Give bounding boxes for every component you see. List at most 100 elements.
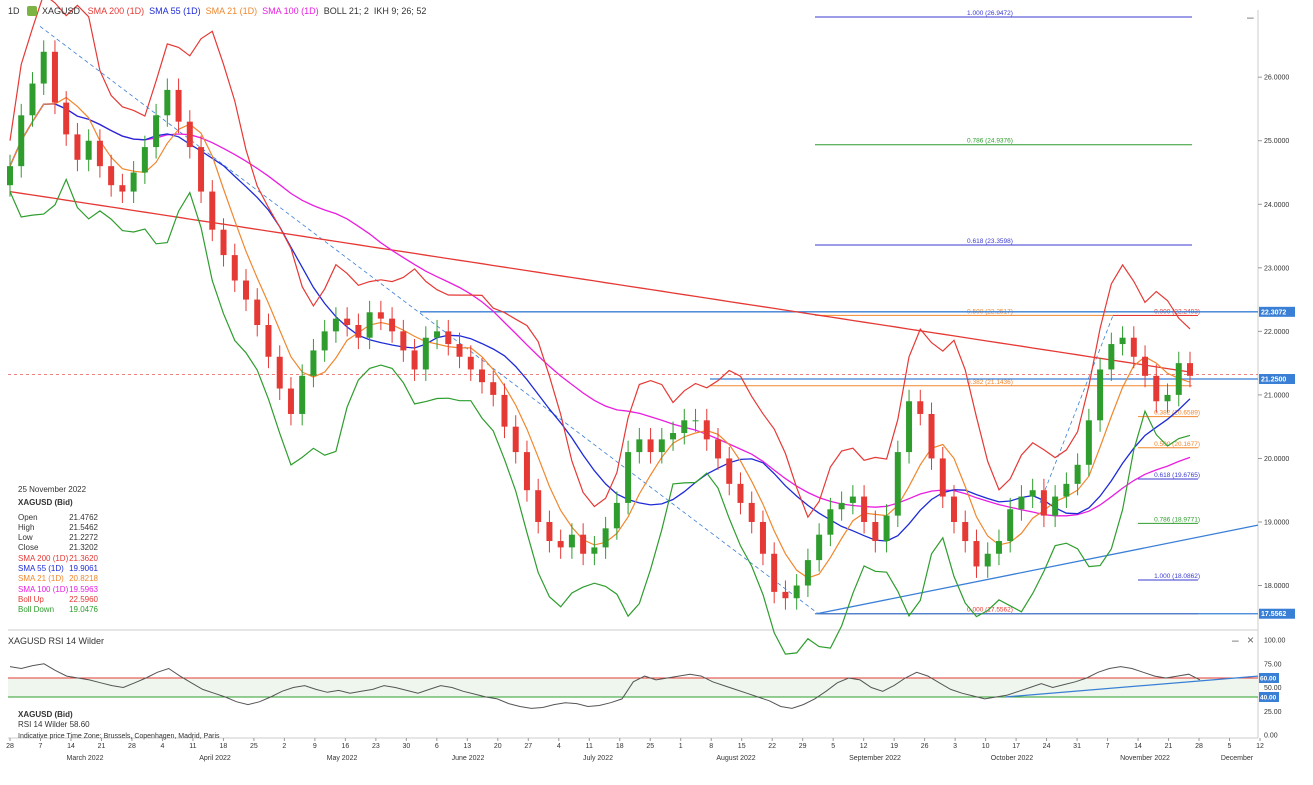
info-row-label: SMA 200 (1D) [18,553,69,563]
candle-body [445,331,452,345]
y-tick-label: 25.0000 [1264,138,1289,145]
x-tick-label: 5 [831,743,835,750]
indicator-label[interactable]: SMA 100 (1D) [262,6,319,16]
candle-body [1007,509,1014,542]
candle-body [625,452,632,503]
candle-body [422,337,429,370]
candle-body [153,115,160,148]
x-tick-label: 4 [557,743,561,750]
rsi-trend-line [1004,675,1259,698]
rsi-y-tick-label: 0.00 [1264,733,1278,740]
candle-body [265,325,272,357]
candle-body [1097,369,1104,421]
info-row-value: 21.3620 [69,553,98,563]
candle-body [951,496,957,522]
x-tick-label: 2 [282,743,286,750]
indicator-label[interactable]: BOLL 21; 2 [323,6,369,16]
y-tick-label: 26.0000 [1264,75,1289,82]
candle-body [658,439,665,453]
info-row-value: 21.3202 [69,543,98,553]
candle-body [613,502,620,529]
trend-line-support [817,524,1259,615]
candle-body [512,426,519,453]
x-tick-label: 17 [1012,743,1020,750]
rsi-level-label: 40.00 [1260,695,1277,702]
candle-body [928,413,935,459]
x-tick-label: 25 [250,743,258,750]
info-row-label: Low [18,533,33,543]
info-row: SMA 200 (1D) 21.3620 [18,554,98,564]
info-row: Close 21.3202 [18,543,98,553]
indicator-label[interactable]: IKH 9; 26; 52 [373,6,427,16]
candle-body [692,420,699,422]
info-row: Open 21.4762 [18,513,98,523]
info-row: Low 21.2272 [18,533,98,543]
x-tick-label: 21 [1165,743,1173,750]
candle-body [715,439,721,459]
trend-line-dashed [1039,315,1114,504]
candle-body [917,401,924,414]
candle-body [759,521,766,554]
candle-body [1040,490,1047,516]
candle-body [1018,496,1025,510]
info-row-value: 21.5462 [69,522,98,532]
candle-body [535,490,542,522]
fib-level-label: 0.000 (17.5562) [967,607,1013,614]
candle-body [231,255,238,281]
info-row-value: 19.0476 [69,605,98,615]
info-row: Boll Down 19.0476 [18,605,98,615]
y-tick-label: 24.0000 [1264,202,1289,209]
x-tick-label: 21 [98,743,106,750]
x-tick-label: 28 [1195,743,1203,750]
minimize-icon[interactable]: – [1232,633,1239,647]
price-tag-label: 22.3072 [1261,309,1286,316]
symbol-label[interactable]: XAGUSD [42,6,81,16]
main-minimize-icon[interactable]: – [1247,10,1254,24]
indicator-label[interactable]: SMA 200 (1D) [87,6,145,16]
x-tick-label: 30 [402,743,410,750]
timeframe-label[interactable]: 1D [8,6,20,16]
candle-body [771,553,778,592]
x-tick-label: 6 [435,743,439,750]
x-tick-label: 26 [921,743,929,750]
candle-body [243,280,249,300]
candle-body [355,325,362,338]
rsi-y-tick-label: 75.00 [1264,661,1282,668]
x-tick-label: 13 [463,743,471,750]
rsi-symbol: XAGUSD (Bid) [18,710,73,719]
x-tick-label: 5 [1228,743,1232,750]
close-icon[interactable]: × [1247,633,1255,647]
candle-body [804,560,811,586]
candle-body [782,591,789,599]
y-tick-label: 20.0000 [1264,456,1289,463]
candle-body [647,439,654,453]
candle-body [85,140,92,160]
rsi-level-tag [1259,692,1279,702]
candle-body [51,51,58,103]
x-month-label: May 2022 [327,755,358,762]
x-tick-label: 8 [709,743,713,750]
x-tick-label: 11 [586,743,593,750]
candle-body [591,547,598,554]
candle-body [164,89,171,116]
candle-body [523,452,530,491]
y-tick-label: 18.0000 [1264,583,1289,590]
y-tick-label: 19.0000 [1264,519,1289,526]
info-row: SMA 100 (1D) 19.5963 [18,585,98,595]
indicator-label[interactable]: SMA 55 (1D) [149,6,201,16]
candle-body [40,51,47,84]
x-tick-label: 20 [494,743,502,750]
candle-body [389,318,396,332]
fib-level-label: 0.382 (20.6589) [1154,410,1200,417]
sma100-line [9,103,1191,517]
indicator-label[interactable]: SMA 21 (1D) [205,6,258,16]
x-tick-label: 28 [6,743,14,750]
candle-body [1153,375,1160,402]
fib-level-label: 1.000 (26.9472) [967,10,1013,17]
x-tick-label: 15 [738,743,746,750]
candle-body [1085,420,1092,465]
boll-upper-line [9,0,1191,519]
x-tick-label: 4 [160,743,164,750]
